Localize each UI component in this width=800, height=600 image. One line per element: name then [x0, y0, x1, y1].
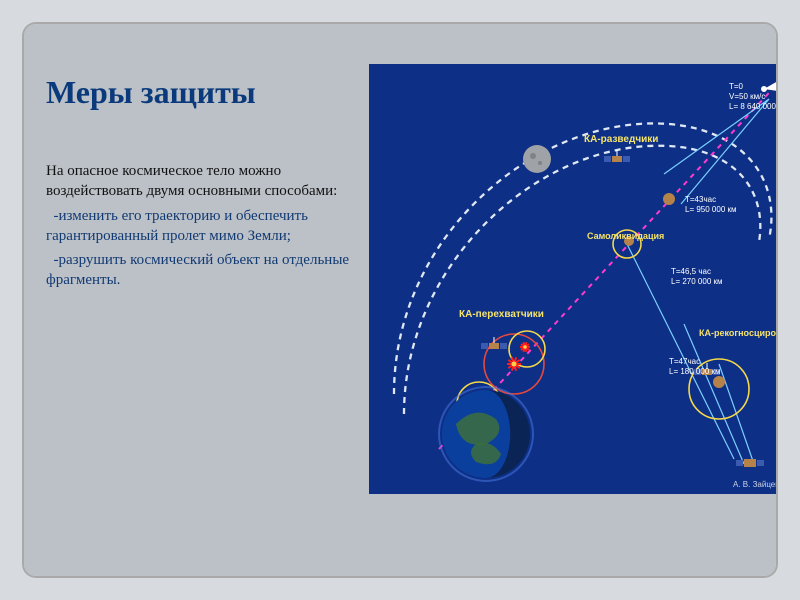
slide-body: На опасное космическое тело можно воздей… — [46, 161, 366, 291]
slide-frame: Меры защиты На опасное космическое тело … — [24, 24, 776, 576]
method-1: -изменить его траекторию и обеспечить га… — [46, 206, 366, 247]
svg-text:T=47час: T=47час — [669, 357, 700, 366]
svg-text:L= 270 000 км: L= 270 000 км — [671, 277, 722, 286]
svg-text:L= 180 000 км: L= 180 000 км — [669, 367, 720, 376]
slide-title: Меры защиты — [46, 74, 366, 111]
svg-text:КА-перехватчики: КА-перехватчики — [459, 309, 544, 320]
svg-text:T=46,5 час: T=46,5 час — [671, 267, 711, 276]
svg-text:КА-рекогносцировщики: КА-рекогносцировщики — [699, 328, 776, 338]
svg-text:А. В. Зайцев: А. В. Зайцев — [733, 480, 776, 489]
svg-text:T=0: T=0 — [729, 82, 744, 91]
svg-text:T=43час: T=43час — [685, 195, 716, 204]
svg-text:КА-разведчики: КА-разведчики — [584, 134, 658, 145]
svg-text:L= 8 640 000 км: L= 8 640 000 км — [729, 102, 776, 111]
svg-text:V=50 км/с: V=50 км/с — [729, 92, 765, 101]
method-2: -разрушить космический объект на отдельн… — [46, 250, 366, 291]
svg-text:Самоликвидация: Самоликвидация — [587, 231, 664, 241]
svg-text:L= 950 000 км: L= 950 000 км — [685, 205, 736, 214]
defense-diagram: КА-разведчики Самоликвидация КА-перехватчи… — [369, 64, 776, 494]
method-1-text: изменить его траекторию и обеспечить гар… — [46, 208, 308, 244]
method-2-text: разрушить космический объект на отдельны… — [46, 252, 349, 288]
text-column: Меры защиты На опасное космическое тело … — [46, 74, 366, 295]
intro-paragraph: На опасное космическое тело можно воздей… — [46, 161, 366, 202]
